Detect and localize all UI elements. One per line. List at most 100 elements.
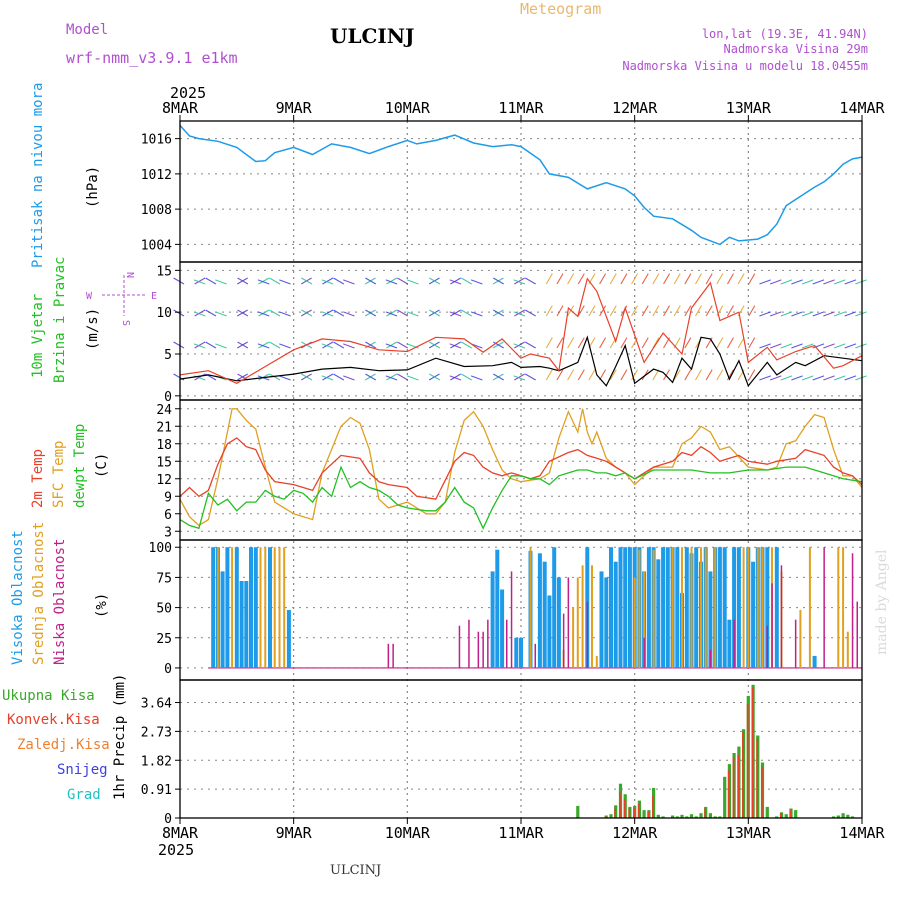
wind-speed-line [179, 335, 863, 387]
high-cloud-bar [736, 547, 741, 668]
wind-arrow [812, 375, 825, 381]
wind-arrow [194, 277, 206, 285]
wind-arrow [429, 309, 441, 317]
wind-arrow [556, 337, 564, 349]
mid-cloud-bar [761, 547, 764, 668]
wind-arrow [641, 273, 649, 285]
wind-arrow [269, 277, 281, 285]
wind-arrow [545, 369, 553, 381]
wind-arrow [641, 305, 649, 317]
precip-total-bar [850, 816, 855, 818]
wind-arrow [321, 375, 334, 381]
mid-cloud-bar [742, 547, 745, 668]
wind-arrow [205, 341, 217, 349]
wind-arrow [684, 337, 692, 349]
top-tick-label: 10MAR [385, 99, 431, 117]
wind-arrow [365, 341, 377, 349]
wind-arrow [333, 277, 345, 285]
wind-arrow [556, 369, 564, 381]
wind-arrow [194, 309, 206, 317]
t2m-label: 2m Temp [30, 449, 46, 508]
wind-arrow [556, 305, 564, 317]
high-cloud-bar [552, 547, 557, 668]
precip-snow-label: Snijeg [57, 762, 108, 778]
bottom-tick-label: 10MAR [385, 824, 431, 842]
high-cloud-bar [765, 547, 770, 668]
mid-cloud-bar [714, 547, 717, 668]
wind-arrow [801, 375, 814, 381]
wind-arrow [450, 341, 462, 349]
high-cloud-bar [665, 547, 670, 668]
pressure-line [179, 124, 863, 246]
wind-arrow [801, 343, 814, 349]
wind-arrow [279, 311, 291, 317]
wind-arrow [514, 373, 526, 381]
low-cloud-bar [567, 577, 570, 668]
wind-arrow [386, 373, 398, 381]
top-time-axis: 8MAR 9MAR 10MAR 11MAR 12MAR 13MAR 14MAR [162, 99, 886, 121]
wind-arrow [343, 375, 355, 381]
precip-conv-bar [652, 795, 654, 818]
coords-label: lon,lat (19.3E, 41.94N) [702, 27, 868, 41]
wind-arrow [737, 273, 745, 285]
sfc-label: SFC Temp [51, 441, 67, 508]
wind-arrow [791, 311, 803, 317]
wind-arrow [844, 375, 857, 381]
high-cloud-bar [618, 547, 623, 668]
y-tick-label: 3.64 [141, 697, 172, 712]
wind-arrow [673, 305, 681, 317]
wind-arrow [556, 273, 564, 285]
wind-arrow [577, 369, 585, 381]
precip-conv-bar [727, 770, 730, 818]
wind-arrow [567, 305, 575, 317]
low-cloud-bar [468, 619, 470, 668]
low-cloud-bar [823, 547, 825, 668]
precip-conv-bar [751, 687, 754, 818]
top-tick-label: 14MAR [839, 99, 885, 117]
y-tick-label: 18 [156, 438, 172, 453]
high-cloud-bar [604, 577, 609, 668]
wind-arrow [279, 279, 291, 285]
mid-cloud-bar [704, 547, 707, 668]
wind-arrow [406, 279, 419, 285]
mid-cloud-bar [581, 565, 584, 668]
wind-arrow [780, 311, 793, 317]
y-tick-label: 1008 [141, 203, 172, 218]
wind-arrow [493, 277, 504, 285]
wind-arrow [461, 373, 472, 381]
wind-arrow [470, 311, 483, 317]
precip-total-bar [836, 815, 840, 818]
precip-total-bar [609, 814, 613, 818]
y-tick-label: 15 [156, 455, 172, 470]
precip-total-bar [723, 776, 727, 818]
wind-arrow [545, 337, 553, 349]
high-cloud-bar [490, 571, 495, 668]
wind-arrow [545, 273, 553, 285]
wind-arrow [194, 373, 206, 381]
wind-arrow [812, 311, 825, 317]
wind-arrow [269, 309, 281, 317]
wind-arrow [237, 277, 249, 285]
precip-conv-bar [623, 799, 626, 818]
wind-arrow [215, 279, 227, 285]
low-cloud-bar [487, 619, 489, 668]
wind-arrow [385, 279, 398, 285]
y-tick-label: 24 [156, 403, 172, 418]
precip-conv-bar [732, 757, 735, 818]
high-cloud-bar [623, 547, 628, 668]
mid-cloud-bar [529, 547, 532, 668]
dewpoint-line [179, 465, 863, 530]
wind-arrow [514, 341, 526, 349]
wind-arrow [609, 369, 617, 381]
mid-cloud-bar [842, 547, 845, 668]
wind-arrow [406, 375, 419, 381]
high-cloud-bar [717, 547, 722, 668]
wind-arrow [386, 277, 398, 285]
wind-arrow [823, 343, 835, 349]
wind-arrow [705, 369, 713, 381]
wind-arrow [365, 277, 377, 285]
wind-arrow [855, 311, 867, 317]
wind-arrow [450, 309, 462, 317]
wind-arrow [599, 369, 607, 381]
y-tick-label: 1012 [141, 168, 172, 183]
